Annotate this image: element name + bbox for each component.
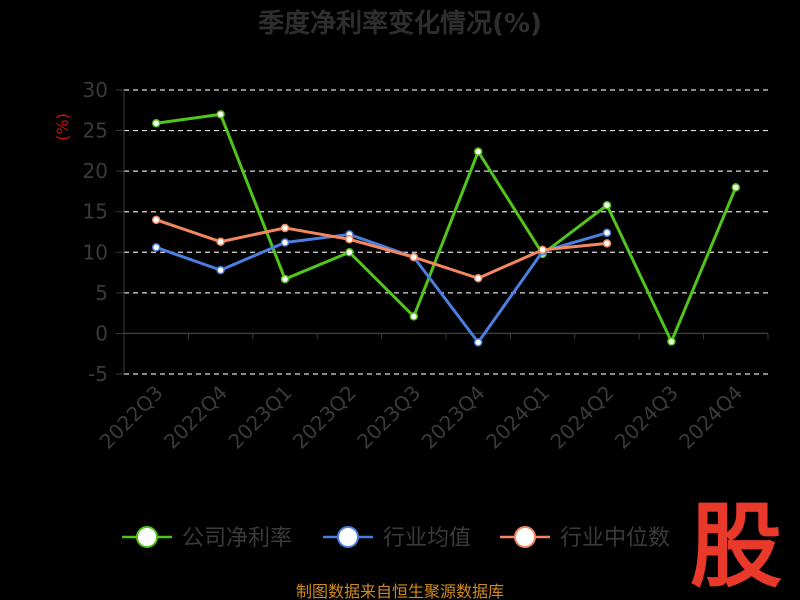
data-point [602, 200, 612, 210]
legend-item: 行业均值 [323, 526, 471, 551]
data-point [151, 243, 161, 252]
legend-marker [136, 526, 158, 548]
data-point [216, 110, 225, 119]
y-tick-label: 5 [95, 281, 108, 305]
data-point [151, 119, 161, 128]
x-tick-label: 2022Q4 [159, 381, 232, 454]
legend-marker [514, 526, 536, 548]
legend-label: 公司净利率 [182, 526, 292, 551]
data-point [409, 312, 419, 321]
x-axis-ticks: 2022Q32022Q42023Q12023Q22023Q32023Q42024… [95, 333, 769, 454]
legend-item: 公司净利率 [122, 526, 292, 551]
x-tick-label: 2022Q3 [95, 381, 168, 454]
x-tick-label: 2023Q2 [288, 381, 361, 454]
data-point [280, 223, 290, 233]
legend: 公司净利率 行业均值 行业中位数 [122, 526, 670, 551]
data-point [409, 252, 419, 262]
data-point [280, 274, 290, 284]
y-tick-label: -5 [88, 362, 108, 386]
logo: 股 [690, 493, 782, 600]
legend-marker [337, 526, 359, 548]
x-tick-label: 2024Q2 [545, 381, 618, 454]
x-tick-label: 2023Q4 [417, 381, 490, 454]
y-axis-ticks: 30 25 20 15 10 5 0 -5 [83, 78, 124, 386]
data-point [538, 245, 547, 255]
data-point [731, 183, 741, 192]
data-point [473, 147, 483, 156]
y-tick-label: 25 [83, 119, 108, 143]
data-point [216, 265, 225, 275]
x-tick-label: 2024Q4 [674, 381, 747, 454]
data-point [602, 239, 612, 248]
legend-label: 行业均值 [383, 526, 471, 551]
x-tick-label: 2024Q1 [481, 381, 554, 454]
chart-title: 季度净利率变化情况(%) [258, 8, 542, 39]
series-group [151, 110, 741, 347]
legend-item: 行业中位数 [500, 526, 670, 551]
y-tick-label: 15 [83, 200, 108, 224]
y-tick-label: 0 [95, 321, 108, 345]
data-point [151, 215, 161, 225]
x-tick-label: 2023Q3 [352, 381, 425, 454]
y-axis-label: (%) [53, 113, 72, 141]
series-0 [151, 110, 741, 346]
data-point [473, 338, 483, 347]
data-point [473, 274, 483, 283]
data-point [280, 238, 290, 247]
data-point [602, 228, 612, 238]
series-line [155, 218, 608, 280]
data-point [667, 337, 676, 346]
x-tick-label: 2023Q1 [223, 381, 296, 454]
y-tick-label: 20 [83, 159, 108, 183]
data-point [345, 248, 354, 257]
data-point [345, 235, 354, 244]
y-tick-label: 30 [83, 78, 108, 102]
y-tick-label: 10 [83, 240, 108, 264]
legend-label: 行业中位数 [560, 526, 670, 551]
source-note: 制图数据来自恒生聚源数据库 [296, 582, 504, 600]
x-tick-label: 2024Q3 [610, 381, 683, 454]
series-line [155, 231, 608, 344]
series-line [155, 112, 738, 344]
data-point [216, 237, 225, 246]
series-2 [151, 215, 612, 283]
